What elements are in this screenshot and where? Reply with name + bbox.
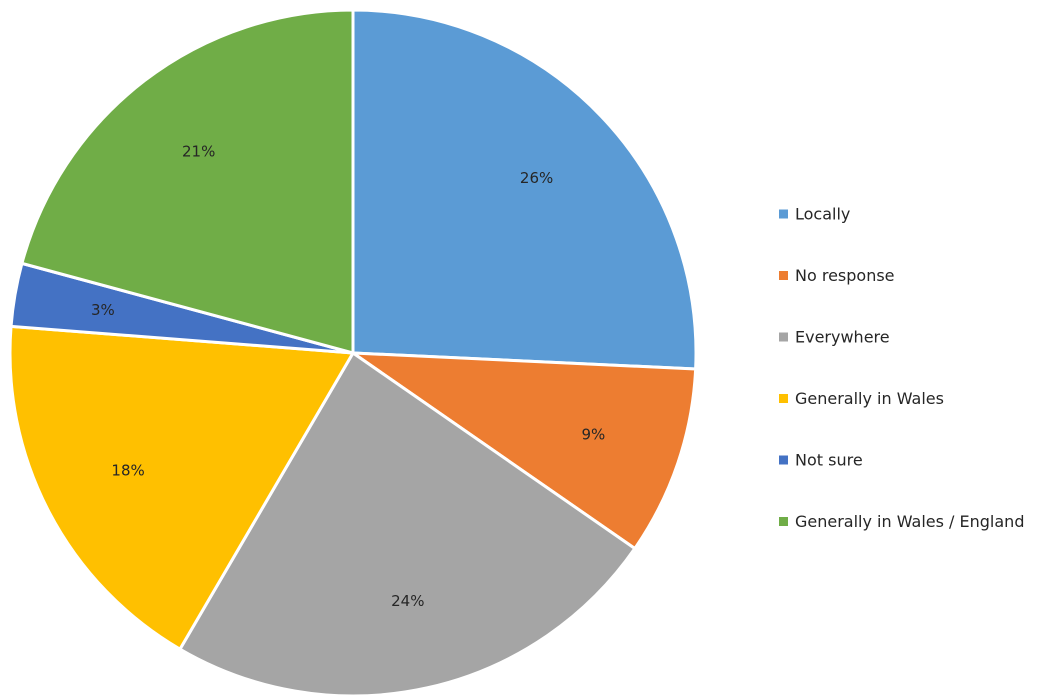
- pie-slice-no-response: [351, 351, 698, 551]
- pie-slice-everywhere: [178, 351, 637, 695]
- legend-item-locally: Locally: [779, 205, 850, 224]
- legend-swatch: [779, 394, 788, 403]
- legend-label: Everywhere: [795, 328, 890, 347]
- legend-swatch: [779, 517, 788, 526]
- pie-slice-locally: [351, 8, 698, 371]
- legend-item-generally-in-wales: Generally in Wales: [779, 389, 944, 408]
- legend-label: Not sure: [795, 451, 863, 470]
- legend-swatch: [779, 455, 788, 465]
- data-label-not-sure: 3%: [91, 301, 115, 319]
- legend-swatch: [779, 332, 788, 342]
- data-label-everywhere: 24%: [391, 592, 424, 610]
- data-label-no-response: 9%: [582, 425, 606, 443]
- data-label-generally-in-wales: 18%: [111, 462, 144, 480]
- legend-label: Generally in Wales: [795, 389, 944, 408]
- legend-swatch: [779, 271, 788, 280]
- legend-item-no-response: No response: [779, 266, 895, 285]
- legend-item-generally-in-wales-england: Generally in Wales / England: [779, 512, 1024, 531]
- legend-item-everywhere: Everywhere: [779, 328, 890, 347]
- legend-item-not-sure: Not sure: [779, 451, 863, 470]
- pie-data-labels: 26% 9% 24% 18% 3% 21%: [91, 142, 605, 609]
- pie-slice-generally-in-wales: [8, 324, 355, 651]
- legend-swatch: [779, 209, 788, 219]
- chart-legend: Locally No response Everywhere Generally in…: [779, 205, 1024, 531]
- legend-label: Generally in Wales / England: [795, 512, 1024, 531]
- legend-label: Locally: [795, 205, 850, 224]
- data-label-generally-in-wales-england: 21%: [182, 142, 215, 160]
- data-label-locally: 26%: [520, 169, 553, 187]
- legend-label: No response: [795, 266, 895, 285]
- pie-slices: [8, 8, 698, 695]
- pie-slice-generally-in-wales-england: [20, 8, 355, 355]
